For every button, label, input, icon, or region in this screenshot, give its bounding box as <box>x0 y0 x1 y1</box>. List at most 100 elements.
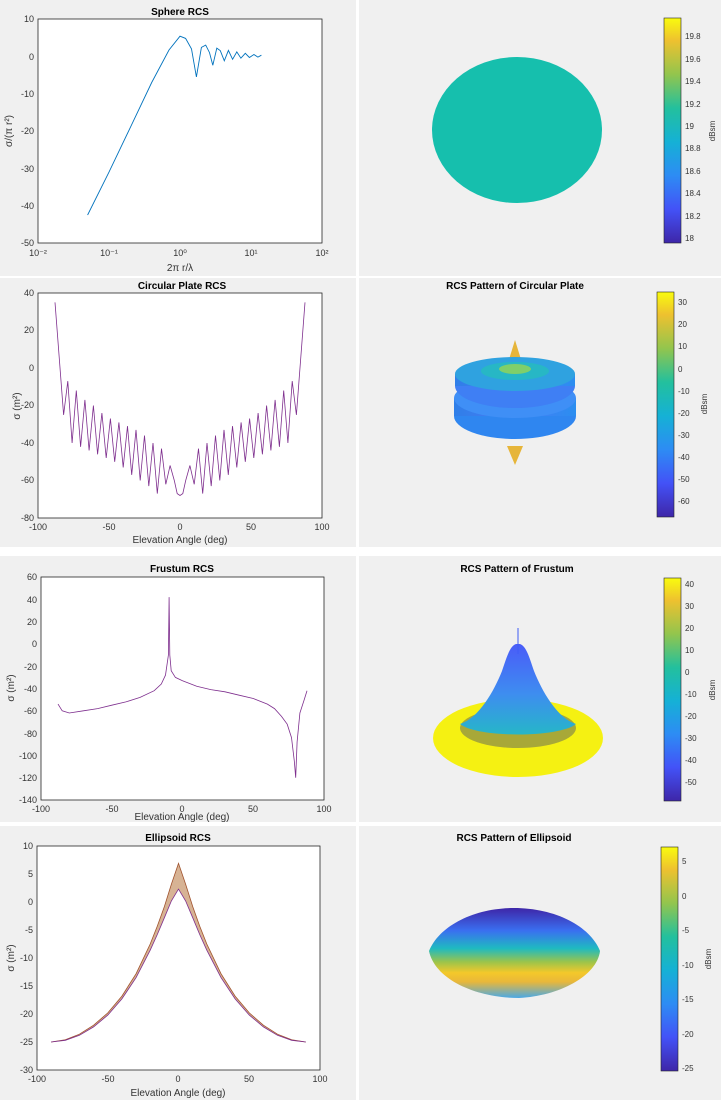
sphere-rcs-panel: Sphere RCS 10⁻² 10⁻¹ 10⁰ 10¹ 10² 10 0 -1… <box>0 0 356 276</box>
chart-title: RCS Pattern of Circular Plate <box>446 281 584 292</box>
plate-rcs-chart: Circular Plate RCS -100 -50 0 50 100 40 … <box>12 281 330 546</box>
frustum-bell <box>460 644 576 735</box>
x-axis-label: Elevation Angle (deg) <box>130 1088 225 1099</box>
sphere-pattern-chart: 19.8 19.6 19.4 19.2 19 18.8 18.6 18.4 18… <box>432 17 717 244</box>
x-tick-label: -100 <box>32 804 50 814</box>
y-tick-label: -80 <box>24 729 37 739</box>
colorbar-tick: -10 <box>685 690 697 699</box>
x-tick-label: 0 <box>175 1074 180 1084</box>
colorbar-tick: -30 <box>678 431 690 440</box>
y-tick-label: 40 <box>27 595 37 605</box>
y-tick-label: -10 <box>20 953 33 963</box>
x-tick-label: 0 <box>179 804 184 814</box>
colorbar-tick: 0 <box>678 365 683 374</box>
x-axis-label: 2π r/λ <box>167 263 193 274</box>
y-axis-label: σ (m²) <box>6 674 17 701</box>
y-tick-label: 40 <box>24 288 34 298</box>
colorbar-tick: -30 <box>685 734 697 743</box>
colorbar-tick: 0 <box>685 668 690 677</box>
colorbar-tick: 20 <box>678 320 687 329</box>
colorbar-tick: 19.4 <box>685 77 701 86</box>
ellipsoid-pattern-panel: RCS Pattern of Ellipsoid 5 0 -5 -10 -15 … <box>359 826 721 1100</box>
frustum-pattern-panel: RCS Pattern of Frustum 40 30 20 10 0 -10… <box>359 556 721 822</box>
y-tick-label: -40 <box>21 438 34 448</box>
colorbar-tick: -5 <box>682 926 690 935</box>
x-tick-label: -50 <box>101 1074 114 1084</box>
colorbar <box>663 577 682 802</box>
colorbar-tick: 30 <box>678 298 687 307</box>
y-tick-label: -15 <box>20 981 33 991</box>
y-tick-label: -5 <box>25 925 33 935</box>
y-tick-label: -60 <box>21 475 34 485</box>
frustum-pattern-chart: RCS Pattern of Frustum 40 30 20 10 0 -10… <box>433 564 717 802</box>
plate-pattern-panel: RCS Pattern of Circular Plate 30 20 10 0… <box>359 278 721 547</box>
colorbar-tick: -25 <box>682 1064 694 1073</box>
colorbar-tick: 18.6 <box>685 167 701 176</box>
ellipsoid-rcs-panel: Ellipsoid RCS -100 -50 0 50 100 10 5 0 -… <box>0 826 356 1100</box>
plot-area <box>37 292 323 519</box>
y-tick-label: -100 <box>19 751 37 761</box>
colorbar-tick: -20 <box>682 1030 694 1039</box>
colorbar-tick: -10 <box>678 387 690 396</box>
y-tick-label: 10 <box>24 14 34 24</box>
colorbar-tick: 18.2 <box>685 212 701 221</box>
y-tick-label: -40 <box>24 684 37 694</box>
y-tick-label: -50 <box>21 238 34 248</box>
x-tick-label: 100 <box>312 1074 327 1084</box>
y-tick-label: 0 <box>29 363 34 373</box>
series-line <box>51 888 306 1043</box>
colorbar <box>656 291 675 518</box>
colorbar-tick: 19.8 <box>685 32 701 41</box>
colorbar-tick: -15 <box>682 995 694 1004</box>
y-tick-label: -60 <box>24 706 37 716</box>
colorbar-label: dBsm <box>708 679 717 700</box>
colorbar-label: dBsm <box>708 120 717 141</box>
colorbar-tick: 18.8 <box>685 144 701 153</box>
y-tick-label: -30 <box>21 164 34 174</box>
chart-title: Circular Plate RCS <box>138 281 227 292</box>
x-tick-label: -50 <box>105 804 118 814</box>
colorbar-tick: 10 <box>678 342 687 351</box>
plate-pattern-chart: RCS Pattern of Circular Plate 30 20 10 0… <box>446 281 709 518</box>
colorbar-tick: -40 <box>685 756 697 765</box>
chart-title: RCS Pattern of Ellipsoid <box>456 833 571 844</box>
colorbar <box>663 17 682 244</box>
series-line <box>51 862 306 1043</box>
colorbar-tick: 19.2 <box>685 100 701 109</box>
x-tick-label: -100 <box>28 1074 46 1084</box>
colorbar-label: dBsm <box>704 948 713 969</box>
chart-title: Ellipsoid RCS <box>145 833 211 844</box>
x-tick-label: 10⁰ <box>173 248 187 258</box>
y-tick-label: 5 <box>28 869 33 879</box>
colorbar-tick: 10 <box>685 646 694 655</box>
colorbar-tick: 0 <box>682 892 687 901</box>
y-tick-label: 0 <box>32 639 37 649</box>
plate-ring-inner <box>499 364 531 374</box>
x-tick-label: 10² <box>315 248 328 258</box>
chart-title: Sphere RCS <box>151 7 209 18</box>
y-tick-label: -80 <box>21 513 34 523</box>
colorbar-label: dBsm <box>700 393 709 414</box>
ellipsoid-pattern-chart: RCS Pattern of Ellipsoid 5 0 -5 -10 -15 … <box>429 833 713 1073</box>
y-axis-label: σ (m²) <box>6 944 17 971</box>
plot-area <box>37 18 323 244</box>
series-line <box>87 35 262 216</box>
colorbar <box>660 846 679 1072</box>
y-tick-label: 10 <box>23 841 33 851</box>
series-line <box>57 597 308 778</box>
x-tick-label: 10⁻¹ <box>100 248 118 258</box>
colorbar-tick: -60 <box>678 497 690 506</box>
x-axis-label: Elevation Angle (deg) <box>134 812 229 822</box>
colorbar-tick: -50 <box>678 475 690 484</box>
y-tick-label: -25 <box>20 1037 33 1047</box>
colorbar-tick: -40 <box>678 453 690 462</box>
colorbar-tick: -20 <box>685 712 697 721</box>
colorbar-tick: -10 <box>682 961 694 970</box>
frustum-rcs-chart: Frustum RCS -100 -50 0 50 100 60 40 20 0… <box>6 564 332 823</box>
y-tick-label: -30 <box>20 1065 33 1075</box>
frustum-rcs-panel: Frustum RCS -100 -50 0 50 100 60 40 20 0… <box>0 556 356 823</box>
ellipsoid-rcs-chart: Ellipsoid RCS -100 -50 0 50 100 10 5 0 -… <box>6 833 328 1099</box>
sphere-rcs-chart: Sphere RCS 10⁻² 10⁻¹ 10⁰ 10¹ 10² 10 0 -1… <box>4 7 329 274</box>
colorbar-tick: 30 <box>685 602 694 611</box>
chart-title: Frustum RCS <box>150 564 214 575</box>
